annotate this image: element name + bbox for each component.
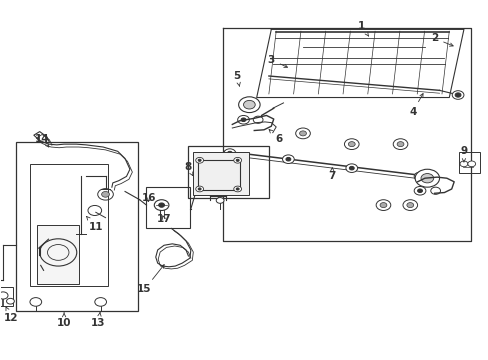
Circle shape (402, 200, 417, 211)
Circle shape (0, 292, 8, 299)
Bar (0, 287, 13, 306)
Circle shape (253, 116, 263, 123)
Text: 11: 11 (86, 216, 103, 231)
Circle shape (375, 200, 390, 211)
Circle shape (158, 203, 164, 207)
Circle shape (236, 159, 239, 161)
Text: 6: 6 (268, 130, 282, 144)
Bar (193, 152, 249, 195)
Circle shape (95, 298, 106, 306)
Text: 1: 1 (357, 21, 368, 36)
Text: 9: 9 (459, 146, 467, 162)
Circle shape (299, 131, 306, 136)
Text: 17: 17 (157, 215, 171, 224)
Circle shape (30, 298, 41, 306)
Circle shape (241, 118, 245, 122)
Circle shape (243, 100, 255, 109)
Circle shape (227, 151, 232, 155)
Text: 7: 7 (328, 168, 335, 181)
Circle shape (414, 169, 439, 187)
Circle shape (238, 97, 260, 113)
Circle shape (420, 174, 433, 183)
Circle shape (413, 186, 425, 195)
Text: 3: 3 (267, 55, 287, 67)
Circle shape (417, 175, 422, 178)
Circle shape (379, 203, 386, 208)
Circle shape (454, 93, 460, 97)
Circle shape (348, 166, 353, 170)
Bar (146, 187, 189, 228)
Circle shape (413, 172, 425, 181)
Circle shape (282, 155, 294, 163)
Circle shape (198, 159, 201, 161)
Circle shape (295, 128, 310, 139)
Bar (37, 225, 79, 284)
Circle shape (344, 139, 358, 149)
Circle shape (396, 141, 403, 147)
Circle shape (195, 157, 203, 163)
Circle shape (216, 198, 224, 203)
Circle shape (467, 161, 475, 167)
Text: 8: 8 (184, 162, 192, 176)
Circle shape (237, 116, 249, 124)
Circle shape (6, 298, 14, 304)
Circle shape (430, 187, 440, 194)
Circle shape (233, 157, 241, 163)
Circle shape (451, 91, 463, 99)
Circle shape (417, 189, 422, 193)
Circle shape (459, 161, 467, 167)
Bar (198, 159, 239, 190)
Circle shape (347, 141, 354, 147)
Circle shape (345, 164, 357, 172)
Text: 13: 13 (91, 312, 105, 328)
Bar (458, 152, 479, 173)
Text: 16: 16 (142, 193, 156, 203)
Circle shape (285, 157, 290, 161)
Circle shape (195, 186, 203, 192)
Circle shape (392, 139, 407, 149)
Bar (30, 164, 108, 286)
Circle shape (233, 186, 241, 192)
Text: 10: 10 (57, 313, 71, 328)
Text: 12: 12 (4, 307, 19, 323)
Text: 2: 2 (430, 33, 452, 46)
Text: 5: 5 (233, 71, 240, 86)
Text: 14: 14 (35, 134, 49, 147)
Bar (16, 142, 138, 311)
Text: 15: 15 (137, 265, 164, 294)
Bar (188, 146, 268, 198)
Circle shape (102, 192, 109, 197)
Circle shape (406, 203, 413, 208)
Circle shape (236, 188, 239, 190)
Circle shape (224, 149, 235, 157)
Circle shape (198, 188, 201, 190)
Text: 4: 4 (408, 94, 422, 117)
